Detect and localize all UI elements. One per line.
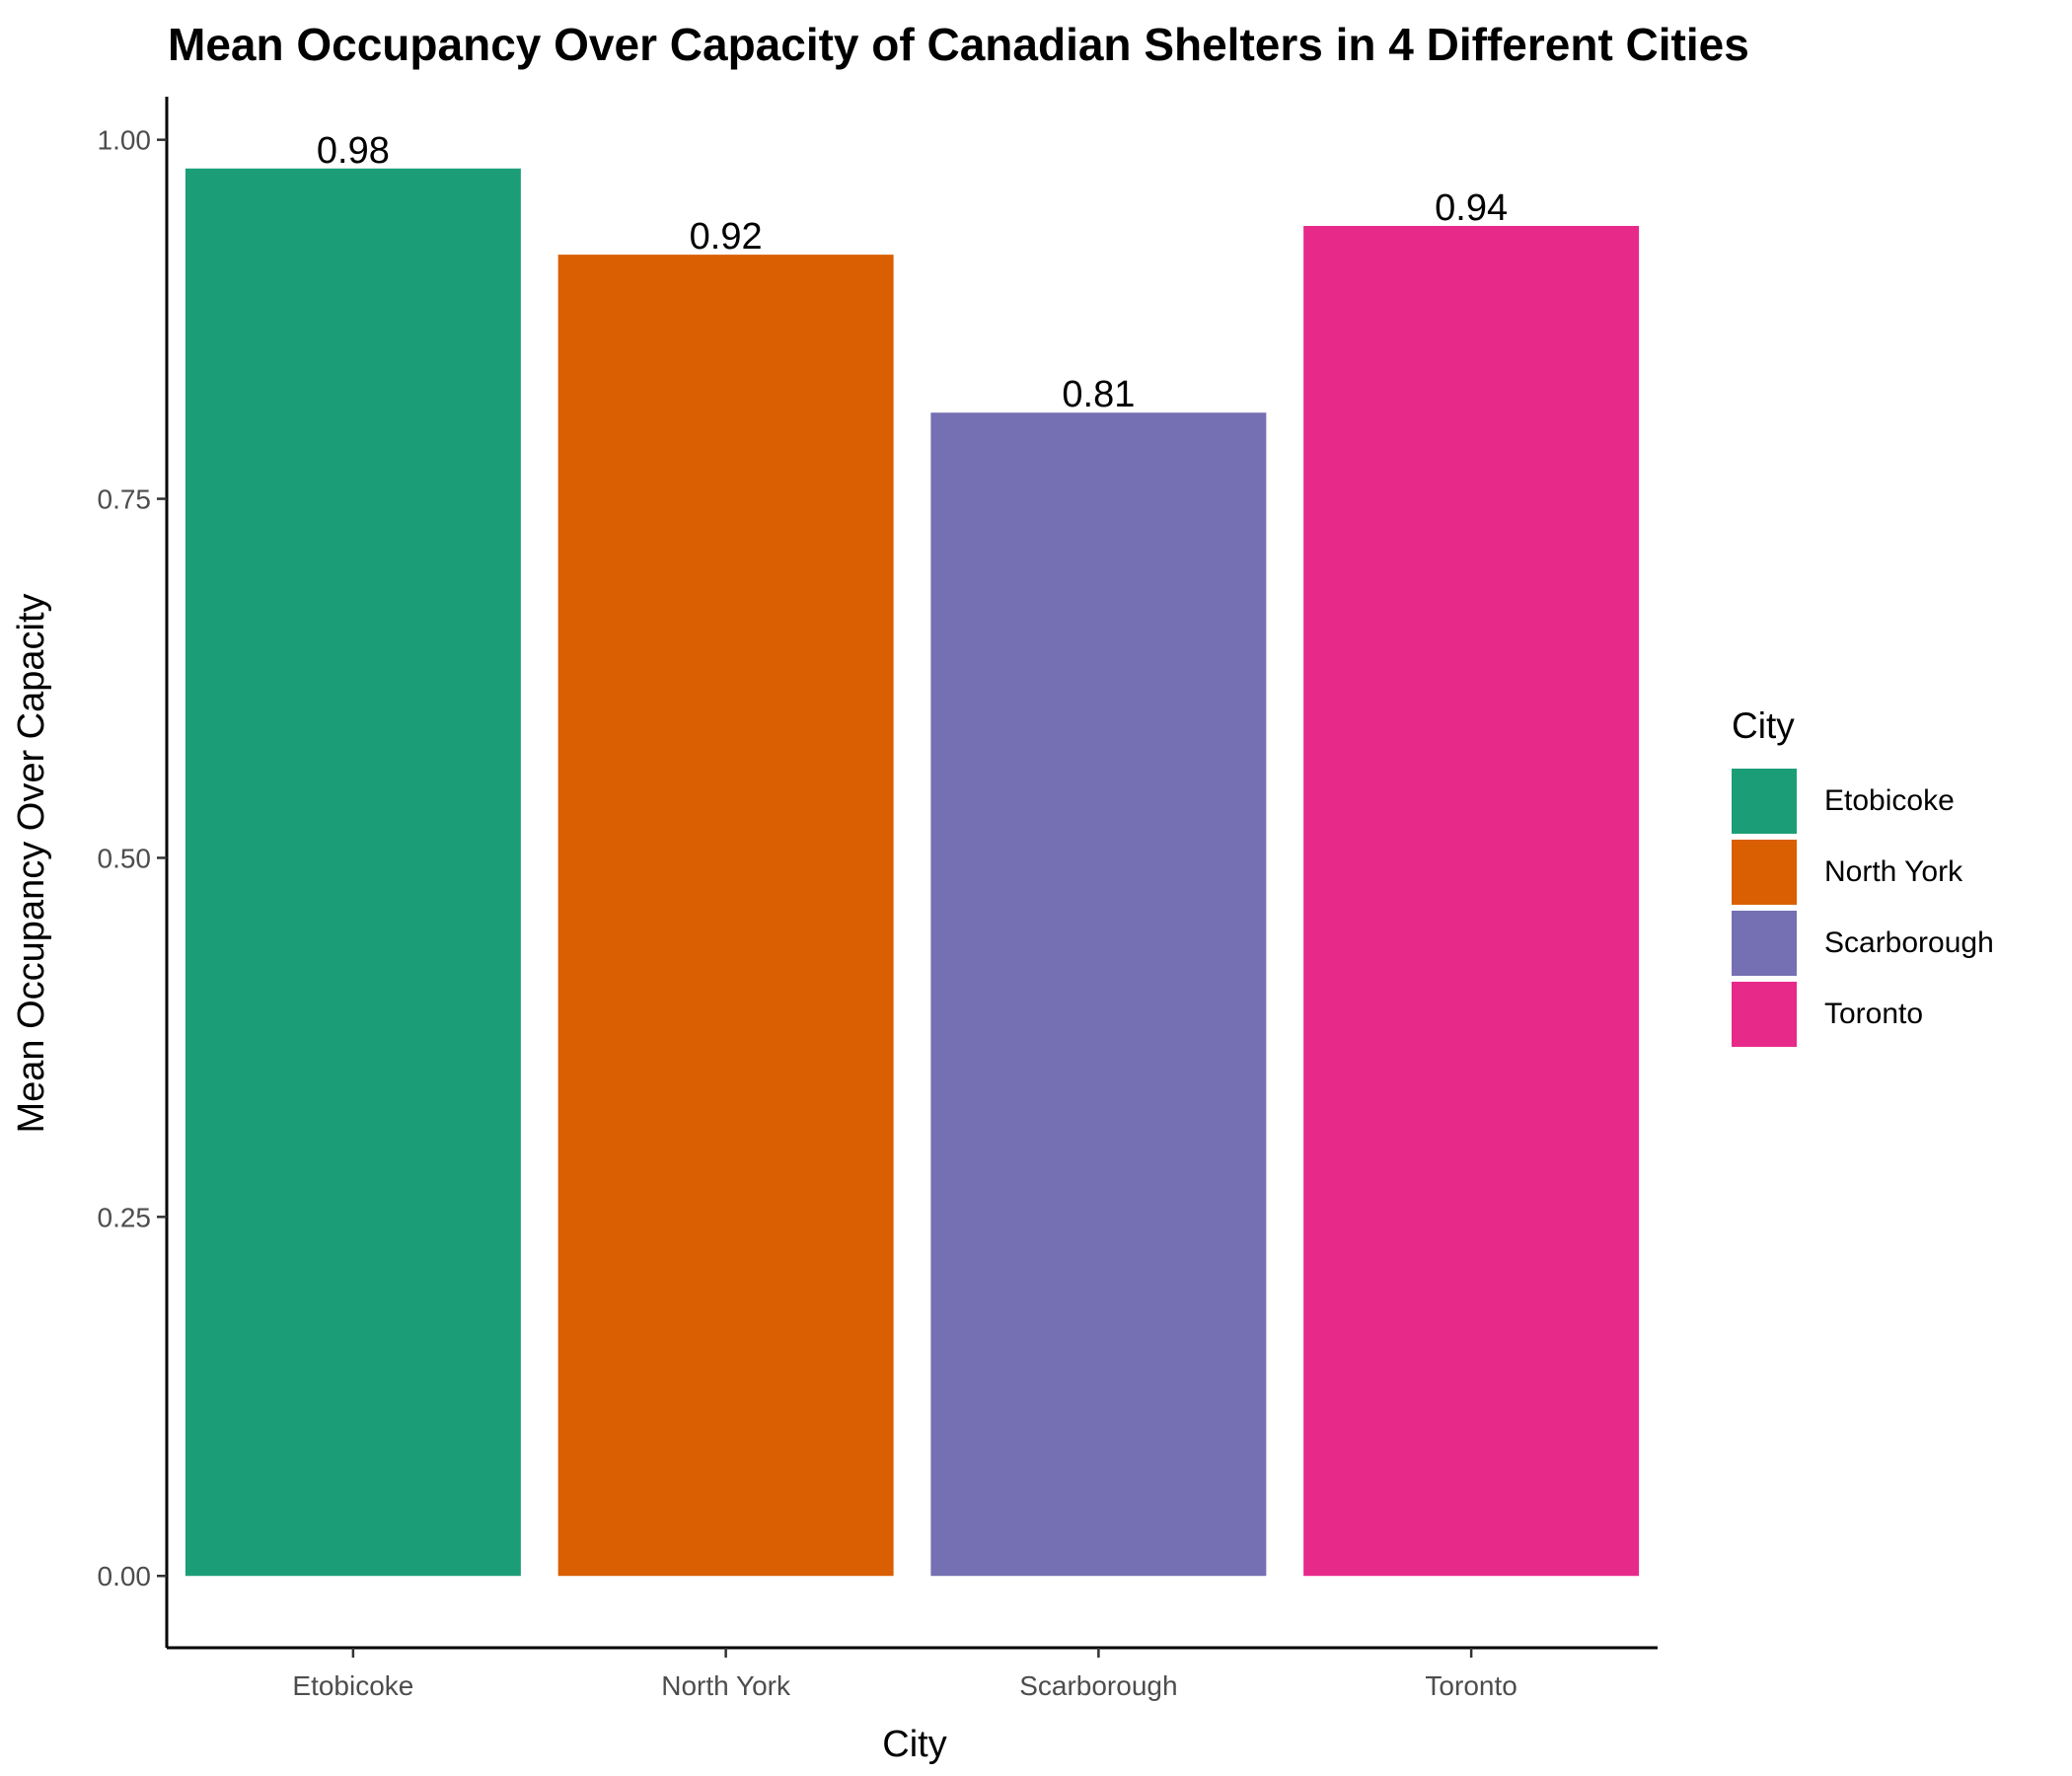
legend-label: Etobicoke: [1824, 784, 1955, 817]
legend-swatch: [1732, 840, 1797, 905]
legend-title: City: [1732, 705, 1795, 746]
bar: [1303, 226, 1640, 1577]
bar-value-label: 0.81: [1062, 374, 1135, 415]
y-tick-label: 0.50: [98, 843, 152, 873]
bar-value-label: 0.98: [317, 130, 390, 172]
legend-label: Toronto: [1824, 998, 1924, 1030]
x-tick-label: Scarborough: [1019, 1670, 1177, 1701]
x-axis-title: City: [882, 1724, 946, 1765]
x-tick-label: Etobicoke: [292, 1670, 413, 1701]
y-tick-label: 0.00: [98, 1561, 152, 1591]
legend-label: Scarborough: [1824, 926, 1994, 959]
legend-item: North York: [1732, 838, 1994, 907]
legend-item: Etobicoke: [1732, 767, 1994, 836]
legend-swatch: [1732, 769, 1797, 834]
legend-label: North York: [1824, 855, 1963, 888]
bar: [557, 255, 894, 1577]
x-tick-label: North York: [661, 1670, 791, 1701]
bar: [185, 168, 521, 1577]
x-tick-label: Toronto: [1425, 1670, 1517, 1701]
legend: City Etobicoke North York Scarborough Toron…: [1732, 705, 1994, 1051]
chart-title: Mean Occupancy Over Capacity of Canadian…: [168, 19, 1749, 70]
y-tick-label: 0.75: [98, 484, 152, 515]
y-tick-label: 1.00: [98, 125, 152, 156]
bar-value-label: 0.92: [690, 216, 763, 258]
legend-item: Scarborough: [1732, 909, 1994, 978]
legend-swatch: [1732, 911, 1797, 976]
bar: [930, 412, 1267, 1577]
legend-item: Toronto: [1732, 980, 1994, 1049]
legend-swatch: [1732, 982, 1797, 1047]
y-axis-title: Mean Occupancy Over Capacity: [11, 593, 52, 1133]
y-tick-label: 0.25: [98, 1202, 152, 1232]
bar-value-label: 0.94: [1435, 187, 1508, 229]
